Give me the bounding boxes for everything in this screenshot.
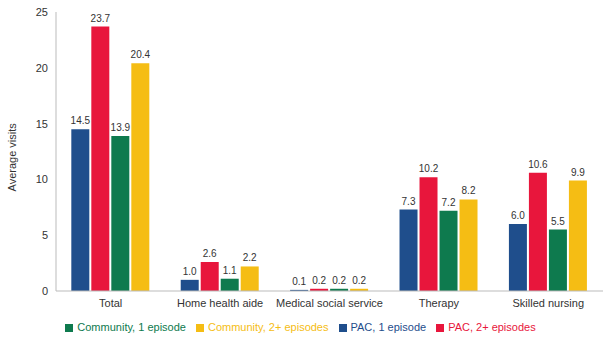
svg-text:5: 5: [42, 229, 48, 241]
svg-text:0.2: 0.2: [332, 275, 346, 286]
svg-text:9.9: 9.9: [571, 167, 585, 178]
svg-text:5.5: 5.5: [551, 216, 565, 227]
svg-text:1.1: 1.1: [223, 265, 237, 276]
html-text:Community, 1 episode: Community, 1 episode: [77, 321, 186, 333]
html-text:Community, 2+ episodes: Community, 2+ episodes: [207, 321, 329, 333]
svg-text:20: 20: [36, 62, 48, 74]
svg-text:14.5: 14.5: [71, 115, 91, 126]
svg-text:0.1: 0.1: [292, 276, 306, 287]
svg-text:7.2: 7.2: [442, 197, 456, 208]
svg-text:1.0: 1.0: [183, 266, 197, 277]
svg-text:8.2: 8.2: [462, 185, 476, 196]
svg-text:Medical social service: Medical social service: [276, 297, 383, 309]
svg-text:Skilled nursing: Skilled nursing: [513, 297, 585, 309]
svg-text:Total: Total: [99, 297, 122, 309]
html-text:PAC, 1 episode: PAC, 1 episode: [350, 321, 427, 333]
svg-text:0.2: 0.2: [312, 275, 326, 286]
svg-text:Therapy: Therapy: [419, 297, 460, 309]
svg-text:2.6: 2.6: [203, 248, 217, 259]
svg-text:13.9: 13.9: [111, 122, 131, 133]
svg-text:10.2: 10.2: [419, 163, 439, 174]
svg-text:0.2: 0.2: [352, 275, 366, 286]
svg-text:15: 15: [36, 118, 48, 130]
svg-text:10: 10: [36, 173, 48, 185]
html-text:PAC, 2+ episodes: PAC, 2+ episodes: [448, 321, 536, 333]
svg-text:23.7: 23.7: [91, 13, 111, 24]
svg-text:6.0: 6.0: [511, 210, 525, 221]
svg-text:10.6: 10.6: [528, 159, 548, 170]
svg-text:0: 0: [42, 285, 48, 297]
svg-text:20.4: 20.4: [131, 49, 151, 60]
svg-text:25: 25: [36, 6, 48, 18]
svg-text:2.2: 2.2: [243, 252, 257, 263]
svg-text:Home health aide: Home health aide: [177, 297, 263, 309]
svg-text:7.3: 7.3: [402, 196, 416, 207]
svg-text:Average visits: Average visits: [8, 123, 18, 192]
